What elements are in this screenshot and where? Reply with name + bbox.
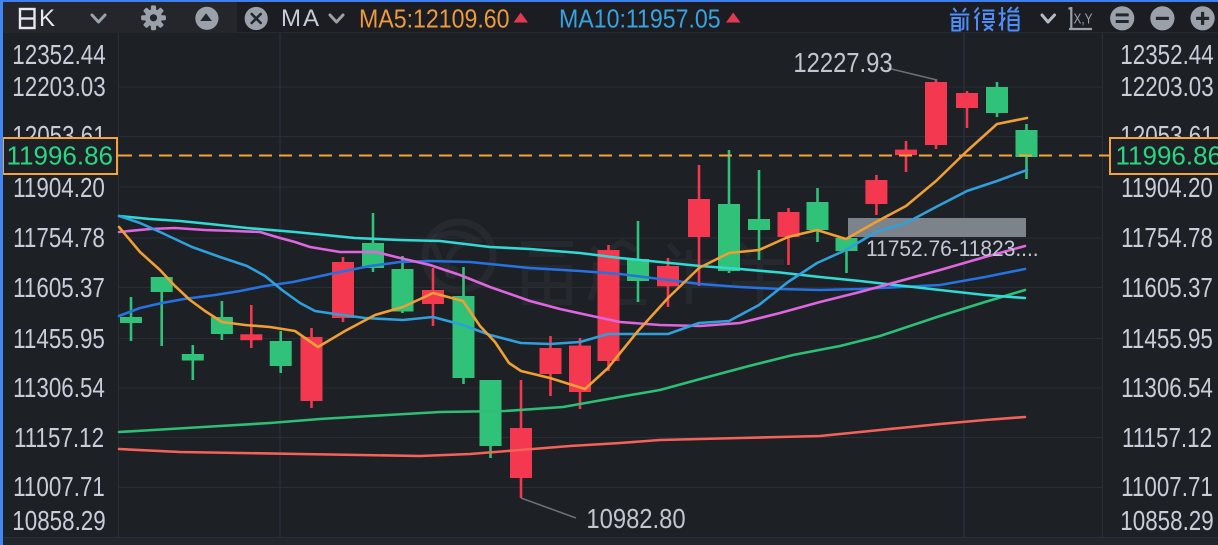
svg-text:X,Y: X,Y	[1074, 12, 1093, 28]
